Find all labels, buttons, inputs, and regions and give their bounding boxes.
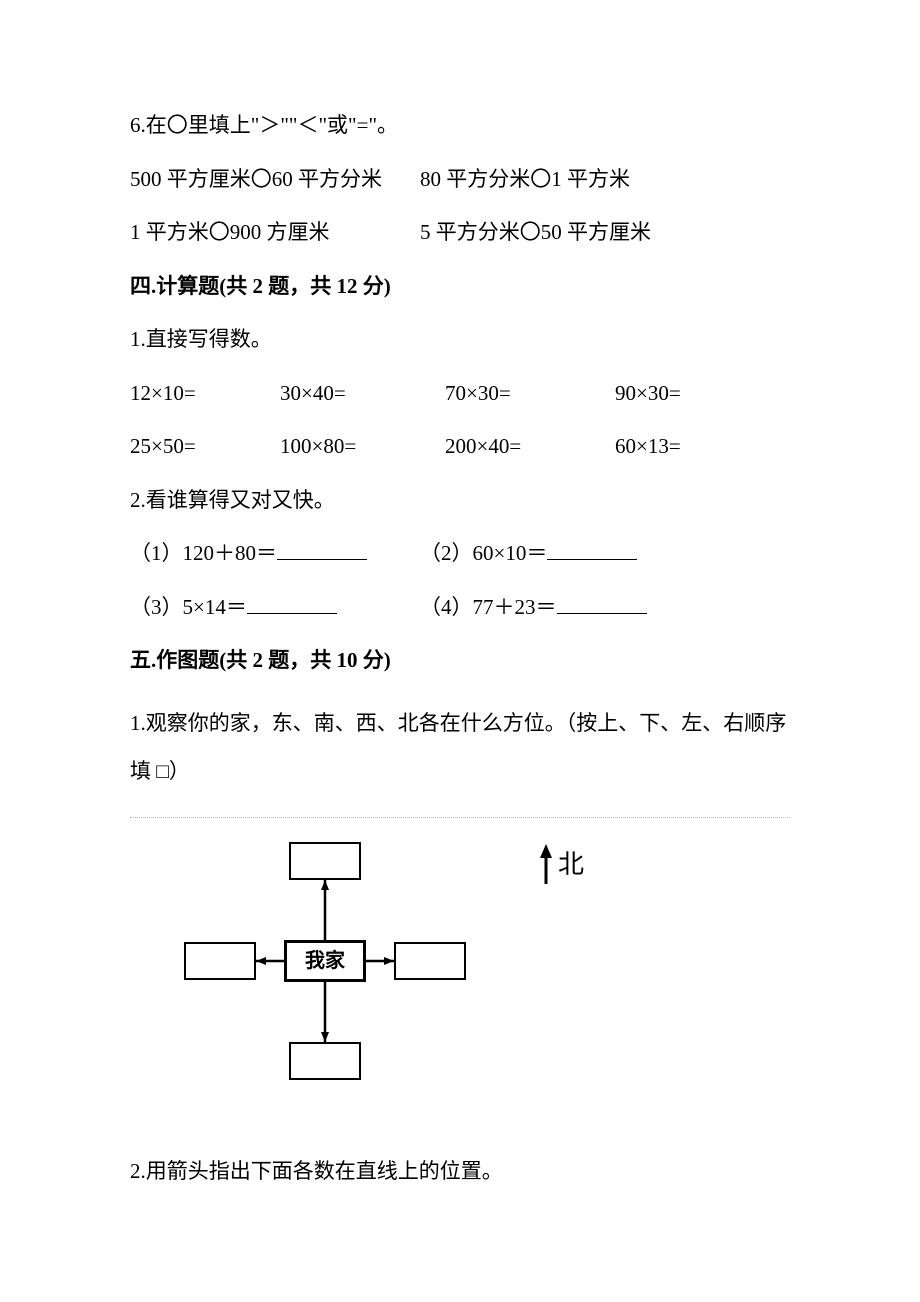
s4q2-i2: （3）5×14＝: [130, 592, 420, 624]
s4q2-i1-label: （2）60×10＝: [420, 541, 547, 565]
s4-q1-row0: 12×10= 30×40= 70×30= 90×30=: [130, 378, 790, 410]
compass-arrow-icon: [540, 844, 552, 884]
s4-q1-row1: 25×50= 100×80= 200×40= 60×13=: [130, 431, 790, 463]
q6-row1-right: 5 平方分米〇50 平方厘米: [420, 217, 651, 249]
q6-row0-right: 80 平方分米〇1 平方米: [420, 164, 630, 196]
blank-box-right[interactable]: [394, 942, 466, 980]
center-box: 我家: [284, 940, 366, 982]
blank-box-bottom[interactable]: [289, 1042, 361, 1080]
s4-q2-prompt: 2.看谁算得又对又快。: [130, 485, 790, 517]
q6-row1-left: 1 平方米〇900 方厘米: [130, 217, 420, 249]
direction-boxes: 我家: [180, 836, 470, 1086]
s4q2-i3: （4）77＋23＝: [420, 592, 647, 624]
blank-field[interactable]: [547, 539, 637, 560]
blank-field[interactable]: [277, 539, 367, 560]
s4q1-r0c1: 30×40=: [280, 378, 445, 410]
s4q2-i0: （1）120＋80＝: [130, 538, 420, 570]
compass-label: 北: [558, 845, 584, 884]
blank-field[interactable]: [247, 593, 337, 614]
blank-box-left[interactable]: [184, 942, 256, 980]
arrow-right-icon: [366, 957, 394, 965]
s4-q2-row0: （1）120＋80＝ （2）60×10＝: [130, 538, 790, 570]
q6-row-0: 500 平方厘米〇60 平方分米 80 平方分米〇1 平方米: [130, 164, 790, 196]
dotted-divider: [130, 817, 790, 818]
s4q1-r1c3: 60×13=: [615, 431, 681, 463]
s4q2-i0-label: （1）120＋80＝: [130, 541, 277, 565]
s4-q2-row1: （3）5×14＝ （4）77＋23＝: [130, 592, 790, 624]
arrow-left-icon: [256, 957, 284, 965]
s4q2-i1: （2）60×10＝: [420, 538, 637, 570]
q6-row-1: 1 平方米〇900 方厘米 5 平方分米〇50 平方厘米: [130, 217, 790, 249]
s4q1-r0c3: 90×30=: [615, 378, 681, 410]
s4q2-i3-label: （4）77＋23＝: [420, 595, 557, 619]
arrow-up-icon: [321, 880, 329, 940]
blank-box-top[interactable]: [289, 842, 361, 880]
blank-field[interactable]: [557, 593, 647, 614]
s5-q2-prompt: 2.用箭头指出下面各数在直线上的位置。: [130, 1156, 790, 1188]
s4q1-r1c1: 100×80=: [280, 431, 445, 463]
worksheet-page: 6.在〇里填上"＞""＜"或"="。 500 平方厘米〇60 平方分米 80 平…: [0, 0, 920, 1270]
section5-title: 五.作图题(共 2 题，共 10 分): [130, 645, 790, 677]
s4-q1-prompt: 1.直接写得数。: [130, 324, 790, 356]
section4-title: 四.计算题(共 2 题，共 12 分): [130, 271, 790, 303]
s5-q1-prompt: 1.观察你的家，东、南、西、北各在什么方位。（按上、下、左、右顺序填 □）: [130, 699, 790, 796]
arrow-down-icon: [321, 982, 329, 1042]
s4q1-r1c2: 200×40=: [445, 431, 615, 463]
s4q1-r0c2: 70×30=: [445, 378, 615, 410]
q6-prompt: 6.在〇里填上"＞""＜"或"="。: [130, 110, 790, 142]
direction-diagram: 我家: [180, 836, 790, 1086]
compass-indicator: 北: [540, 844, 584, 884]
s4q1-r0c0: 12×10=: [130, 378, 280, 410]
s4q2-i2-label: （3）5×14＝: [130, 595, 247, 619]
q6-row0-left: 500 平方厘米〇60 平方分米: [130, 164, 420, 196]
s4q1-r1c0: 25×50=: [130, 431, 280, 463]
